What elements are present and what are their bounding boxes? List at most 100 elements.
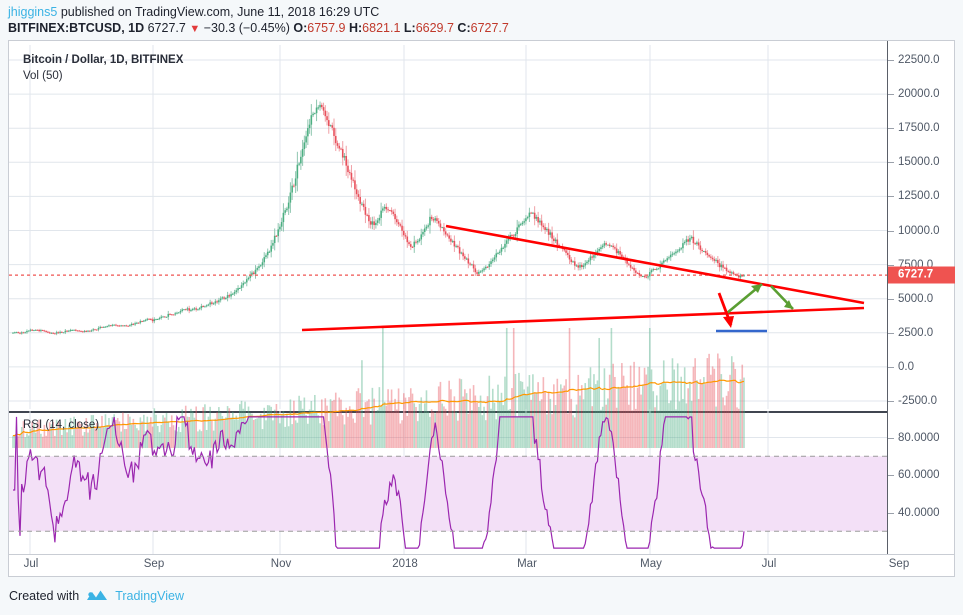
pane-divider[interactable] bbox=[9, 411, 887, 413]
candle-body bbox=[143, 320, 145, 322]
volume-bar bbox=[275, 403, 278, 448]
volume-bar bbox=[533, 392, 536, 448]
candle-body bbox=[655, 268, 658, 270]
candlesticks bbox=[12, 99, 745, 336]
volume-bar bbox=[654, 407, 656, 448]
volume-bar bbox=[500, 392, 503, 448]
chart-canvas[interactable] bbox=[9, 41, 887, 554]
descending-resistance-trendline[interactable] bbox=[445, 224, 865, 305]
time-axis-label: Mar bbox=[517, 558, 537, 570]
volume-bar bbox=[441, 403, 443, 448]
volume-bar bbox=[329, 399, 332, 448]
volume-bar bbox=[12, 435, 14, 448]
volume-bar bbox=[216, 412, 218, 448]
volume-bar bbox=[211, 420, 213, 448]
candle-body bbox=[326, 116, 328, 121]
volume-bar bbox=[341, 415, 344, 448]
candle-body bbox=[289, 192, 292, 203]
volume-bar bbox=[99, 426, 102, 448]
author-username[interactable]: jhiggins5 bbox=[8, 5, 58, 19]
rsi-threshold-lines bbox=[9, 455, 887, 532]
volume-bar bbox=[713, 368, 716, 448]
volume-bar bbox=[258, 416, 260, 448]
candle-body bbox=[13, 332, 16, 334]
price-axis-label: 20000.0 bbox=[898, 88, 940, 101]
candle-body bbox=[240, 285, 243, 288]
volume-bar bbox=[73, 416, 75, 448]
green-up-arrow[interactable] bbox=[726, 282, 763, 315]
candle-body bbox=[724, 267, 726, 269]
volume-bar bbox=[347, 416, 349, 448]
candle-body bbox=[308, 124, 311, 129]
time-axis[interactable]: Jul Sep Nov 2018 Mar May Jul Sep bbox=[8, 555, 955, 577]
candle-body bbox=[484, 266, 487, 269]
candle-body bbox=[678, 249, 681, 251]
red-down-arrow[interactable] bbox=[717, 292, 734, 328]
volume-bar bbox=[717, 353, 719, 448]
volume-bar bbox=[237, 419, 239, 448]
volume-bar bbox=[486, 396, 489, 448]
candle-body bbox=[423, 228, 426, 232]
plot-area[interactable] bbox=[9, 41, 887, 554]
rsi-axis-label: 80.0000 bbox=[898, 431, 940, 444]
candle-body bbox=[293, 185, 295, 187]
price-axis-label: 22500.0 bbox=[898, 54, 940, 66]
candle-body bbox=[615, 248, 618, 254]
volume-bar bbox=[184, 405, 187, 448]
time-axis-label: Nov bbox=[270, 558, 292, 570]
volume-bar bbox=[371, 387, 374, 448]
high-value: 6821.1 bbox=[362, 21, 401, 35]
ascending-support-trendline[interactable] bbox=[301, 306, 865, 332]
candle-body bbox=[263, 257, 266, 263]
candle-body bbox=[157, 318, 159, 320]
volume-bar bbox=[565, 379, 567, 448]
volume-bar bbox=[259, 413, 262, 448]
candle-body bbox=[40, 330, 42, 332]
volume-bar bbox=[504, 376, 506, 448]
volume-bar bbox=[343, 424, 346, 448]
candle-body bbox=[102, 326, 105, 328]
candle-body bbox=[472, 264, 475, 269]
volume-bar bbox=[701, 383, 703, 448]
volume-bar bbox=[305, 415, 307, 448]
volume-bar bbox=[62, 429, 65, 448]
candle-body bbox=[55, 332, 58, 334]
volume-bar bbox=[704, 384, 707, 448]
candle-body bbox=[92, 329, 95, 331]
volume-bar bbox=[680, 376, 682, 448]
volume-bar bbox=[732, 362, 735, 448]
volume-ma-line bbox=[13, 379, 745, 437]
candle-body bbox=[385, 206, 388, 210]
green-down-arrow[interactable] bbox=[770, 285, 794, 310]
candle-body bbox=[167, 313, 170, 317]
volume-bar bbox=[586, 388, 588, 448]
candle-body bbox=[284, 210, 286, 213]
price-axis[interactable]: 22500.0 20000.0 17500.0 15000.0 12500.0 10000… bbox=[887, 41, 955, 554]
footer: Created with TradingView bbox=[9, 588, 184, 603]
candle-body bbox=[671, 253, 674, 255]
candle-body bbox=[200, 306, 203, 309]
candle-body bbox=[722, 264, 724, 268]
candle-body bbox=[348, 172, 351, 174]
candle-body bbox=[502, 247, 505, 249]
chart-frame[interactable]: Bitcoin / Dollar, 1D, BITFINEX Vol (50) … bbox=[8, 40, 955, 555]
candle-body bbox=[526, 217, 529, 219]
volume-bar bbox=[399, 423, 402, 448]
candle-body bbox=[404, 235, 407, 237]
candle-body bbox=[704, 251, 707, 253]
tradingview-brand[interactable]: TradingView bbox=[115, 588, 184, 603]
candle-body bbox=[500, 247, 503, 252]
candle-body bbox=[711, 257, 714, 260]
volume-bar bbox=[134, 424, 136, 448]
candle-body bbox=[427, 225, 430, 227]
volume-bar bbox=[432, 411, 435, 448]
volume-bar bbox=[389, 401, 391, 448]
candle-body bbox=[409, 244, 412, 247]
candle-body bbox=[340, 148, 342, 150]
candle-body bbox=[547, 228, 550, 235]
volume-bar bbox=[326, 405, 328, 448]
price-axis-label: 2500.0 bbox=[898, 326, 934, 339]
candle-body bbox=[129, 325, 131, 327]
symbol-label[interactable]: BITFINEX:BTCUSD, 1D bbox=[8, 21, 145, 35]
volume-bar bbox=[146, 416, 149, 448]
